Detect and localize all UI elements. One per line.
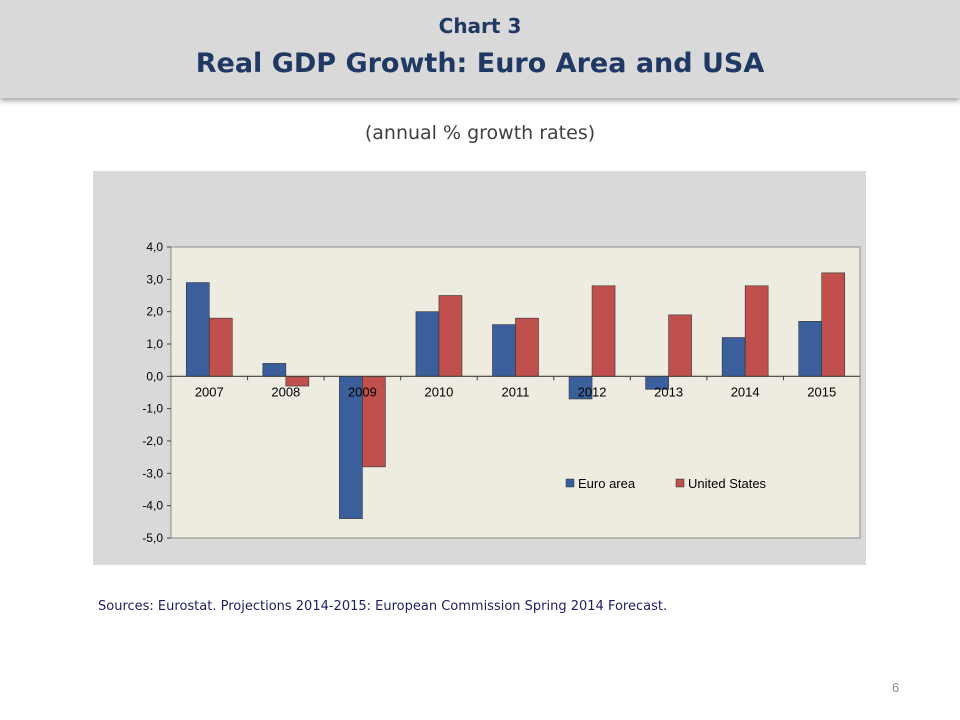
bar-euro-2010 [415, 311, 440, 377]
legend-label-euro: Euro area [578, 476, 636, 491]
legend-swatch-us [675, 478, 685, 488]
y-tick-label: -2,0 [142, 434, 163, 448]
bar-euro-2008 [262, 363, 287, 377]
x-tick-label: 2010 [424, 384, 453, 399]
bar-euro-2007 [185, 282, 210, 377]
x-tick-label: 2015 [807, 384, 836, 399]
y-tick-label: 0,0 [146, 369, 163, 383]
chart-number: Chart 3 [438, 14, 522, 38]
chart-subtitle: (annual % growth rates) [364, 122, 596, 144]
legend-swatch-euro [565, 478, 575, 488]
legend-box [538, 467, 806, 501]
y-tick-label: 3,0 [146, 272, 163, 286]
y-tick-label: -4,0 [142, 499, 163, 513]
x-tick-label: 2009 [348, 384, 377, 399]
bar-us-2012 [591, 285, 616, 377]
page-title: Real GDP Growth: Euro Area and USA [195, 48, 765, 79]
bar-us-2007 [208, 317, 233, 377]
x-tick-label: 2014 [731, 384, 760, 399]
y-tick-label: 2,0 [146, 305, 163, 319]
x-tick-label: 2007 [195, 384, 224, 399]
x-tick-label: 2008 [271, 384, 300, 399]
bar-euro-2015 [798, 321, 823, 377]
y-tick-label: 4,0 [146, 240, 163, 254]
bar-us-2015 [821, 272, 846, 377]
y-tick-label: 1,0 [146, 337, 163, 351]
source-note: Sources: Eurostat. Projections 2014-2015… [98, 599, 668, 614]
x-tick-label: 2011 [502, 384, 530, 399]
legend-label-us: United States [688, 476, 767, 491]
bar-us-2011 [515, 317, 539, 377]
y-tick-label: -3,0 [142, 466, 163, 480]
page-number: 6 [892, 680, 900, 695]
bar-us-2014 [744, 285, 769, 377]
gdp-bar-chart: 4,0 3,0 2,0 1,0 0,0 -1,0 -2,0 -3,0 -4,0 -5,0 2007 2… [93, 171, 866, 565]
bar-us-2013 [668, 314, 692, 377]
bar-us-2010 [438, 295, 463, 377]
bar-euro-2011 [492, 324, 516, 377]
y-tick-label: -1,0 [142, 402, 163, 416]
x-tick-label: 2013 [654, 384, 683, 399]
y-tick-label: -5,0 [142, 531, 163, 545]
header-bar: Chart 3 Real GDP Growth: Euro Area and U… [0, 0, 960, 98]
bar-euro-2014 [721, 337, 746, 377]
x-tick-label: 2012 [578, 384, 607, 399]
